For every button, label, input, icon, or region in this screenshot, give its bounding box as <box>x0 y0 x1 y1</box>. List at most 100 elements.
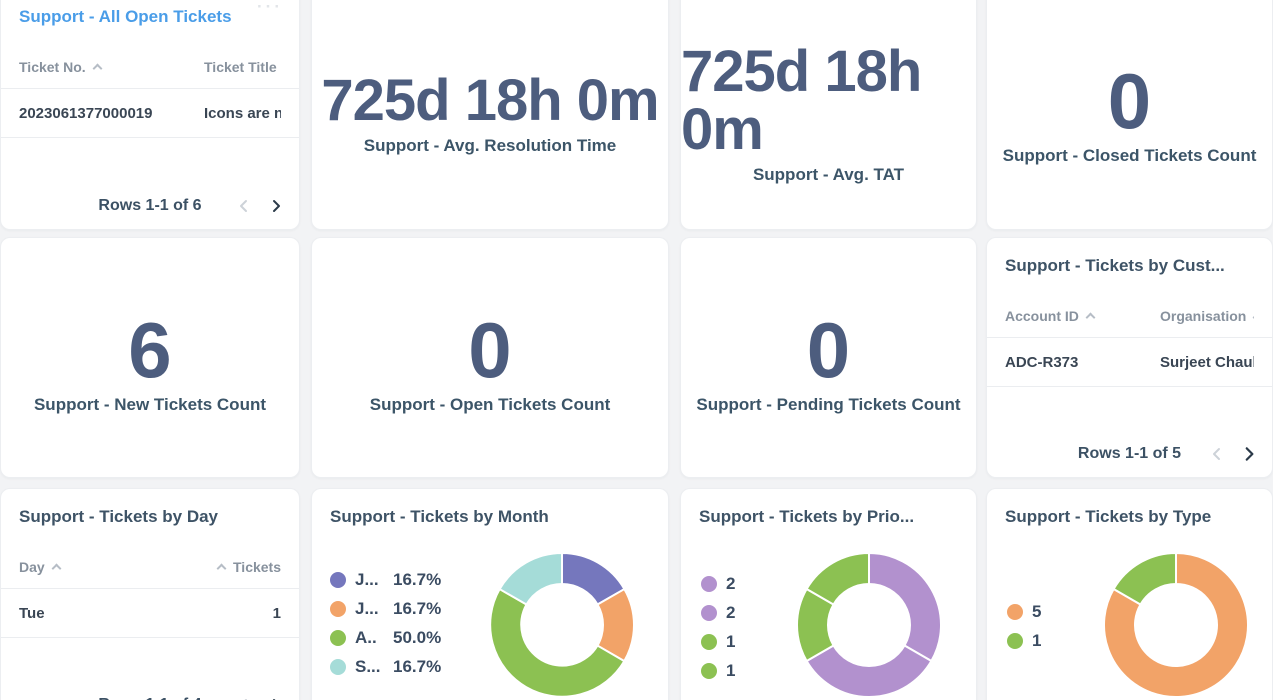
pagination-status: Rows 1-1 of 6 <box>98 197 202 214</box>
divider <box>1 88 299 89</box>
pagination-bar: Rows 1-1 of 4 <box>1 682 299 700</box>
card-new-tickets-count: 6 Support - New Tickets Count <box>0 237 300 478</box>
divider <box>1 137 299 138</box>
cell-tickets: 1 <box>272 604 281 622</box>
card-tickets-by-day: Support - Tickets by Day Day Tickets Tue… <box>0 488 300 700</box>
legend-item[interactable]: 1 <box>701 627 735 656</box>
legend-dot <box>701 575 717 592</box>
cell-account-id: ADC-R373 <box>1005 353 1079 371</box>
legend-dot <box>330 658 346 675</box>
card-title-tickets-by-type: Support - Tickets by Type <box>1005 507 1212 526</box>
prev-page-button[interactable] <box>1208 445 1226 463</box>
column-header-day[interactable]: Day <box>19 559 62 575</box>
metric-label: Support - Avg. TAT <box>752 165 905 184</box>
column-header-ticket-no[interactable]: Ticket No. <box>19 59 204 75</box>
card-pending-tickets-count: 0 Support - Pending Tickets Count <box>680 237 977 478</box>
metric-label: Support - New Tickets Count <box>33 394 267 414</box>
donut-chart-tickets-by-month[interactable] <box>482 545 642 700</box>
chart-legend: 2 2 1 1 <box>701 569 735 685</box>
divider <box>987 386 1272 387</box>
metric-value: 0 <box>1107 57 1152 145</box>
legend-item[interactable]: 2 <box>701 598 735 627</box>
cell-day: Tue <box>19 604 45 622</box>
legend-dot <box>1007 603 1023 620</box>
column-header-account-id[interactable]: Account ID <box>1005 308 1160 324</box>
card-title-tickets-by-customer: Support - Tickets by Cust... <box>1005 256 1225 275</box>
column-header-ticket-title[interactable]: Ticket Title <box>204 59 281 75</box>
table-header-row: Day Tickets <box>1 546 299 588</box>
metric-label: Support - Open Tickets Count <box>369 394 611 414</box>
donut-chart-tickets-by-type[interactable] <box>1096 545 1256 700</box>
legend-dot <box>330 629 346 646</box>
card-all-open-tickets: Support - All Open Tickets ··· Ticket No… <box>0 0 300 230</box>
next-page-button[interactable] <box>267 696 285 700</box>
metric-label: Support - Avg. Resolution Time <box>363 136 617 155</box>
ellipsis-menu-icon[interactable]: ··· <box>257 0 283 16</box>
cell-organisation: Surjeet Chauhan <box>1160 353 1254 371</box>
metric-label: Support - Closed Tickets Count <box>1002 146 1257 165</box>
card-tickets-by-customer: Support - Tickets by Cust... Account ID … <box>986 237 1273 478</box>
card-tickets-by-priority: Support - Tickets by Prio... 2 2 1 1 <box>680 488 977 700</box>
card-title-tickets-by-priority: Support - Tickets by Prio... <box>699 507 915 526</box>
table-header-row: Account ID Organisation <box>987 295 1272 337</box>
pagination-status: Rows 1-1 of 5 <box>1077 445 1182 462</box>
card-avg-resolution-time: 725d 18h 0m Support - Avg. Resolution Ti… <box>311 0 669 230</box>
card-avg-tat: 725d 18h 0m Support - Avg. TAT <box>680 0 977 230</box>
prev-page-button[interactable] <box>235 696 253 700</box>
card-closed-tickets-count: 0 Support - Closed Tickets Count <box>986 0 1273 230</box>
legend-item[interactable]: 1 <box>701 656 735 685</box>
prev-page-button[interactable] <box>235 197 253 215</box>
metric-label: Support - Pending Tickets Count <box>696 394 961 414</box>
table-row[interactable]: 2023061377000019 Icons are not <box>1 89 299 137</box>
donut-slice[interactable] <box>868 552 942 662</box>
metric-value: 0 <box>468 305 512 394</box>
donut-chart-tickets-by-priority[interactable] <box>789 545 949 700</box>
donut-slice[interactable] <box>1103 552 1249 698</box>
card-tickets-by-month: Support - Tickets by Month J... 16.7% J.… <box>311 488 669 700</box>
column-header-tickets[interactable]: Tickets <box>216 559 281 575</box>
metric-value: 725d 18h 0m <box>321 68 659 133</box>
donut-slice[interactable] <box>1112 552 1177 606</box>
legend-dot <box>701 633 717 650</box>
sort-caret-icon <box>1252 312 1254 323</box>
legend-item[interactable]: 2 <box>701 569 735 598</box>
sort-caret-icon <box>92 63 103 74</box>
donut-slice[interactable] <box>498 552 563 606</box>
next-page-button[interactable] <box>267 197 285 215</box>
card-title-all-open-tickets[interactable]: Support - All Open Tickets <box>19 7 232 26</box>
donut-slice[interactable] <box>489 588 626 698</box>
next-page-button[interactable] <box>1240 445 1258 463</box>
legend-item[interactable]: J... 16.7% <box>330 565 441 594</box>
chart-legend: 5 1 <box>1007 597 1041 655</box>
cell-ticket-title: Icons are not <box>204 104 281 122</box>
table-row[interactable]: Tue 1 <box>1 589 299 637</box>
pagination-status: Rows 1-1 of 4 <box>98 696 201 700</box>
card-title-tickets-by-day: Support - Tickets by Day <box>19 507 219 526</box>
legend-item[interactable]: 5 <box>1007 597 1041 626</box>
chart-legend: J... 16.7% J... 16.7% A.. 50.0% S... 16.… <box>330 565 441 681</box>
metric-value: 0 <box>806 305 851 394</box>
legend-dot <box>701 662 717 679</box>
legend-item[interactable]: J... 16.7% <box>330 594 441 623</box>
donut-slice[interactable] <box>805 644 933 698</box>
legend-item[interactable]: S... 16.7% <box>330 652 441 681</box>
sort-caret-icon <box>216 563 227 573</box>
legend-dot <box>330 600 346 617</box>
cell-ticket-no: 2023061377000019 <box>19 104 153 122</box>
sort-caret-icon <box>51 563 62 574</box>
table-header-row: Ticket No. Ticket Title <box>1 46 299 88</box>
legend-dot <box>330 571 346 588</box>
table-row[interactable]: ADC-R373 Surjeet Chauhan <box>987 338 1272 386</box>
sort-caret-icon <box>1085 312 1096 323</box>
column-header-organisation[interactable]: Organisation <box>1160 308 1254 324</box>
metric-value: 6 <box>128 305 172 394</box>
divider <box>987 337 1272 338</box>
legend-item[interactable]: A.. 50.0% <box>330 623 441 652</box>
divider <box>1 588 299 589</box>
pagination-bar: Rows 1-1 of 6 <box>1 183 299 229</box>
divider <box>1 637 299 638</box>
legend-item[interactable]: 1 <box>1007 626 1041 655</box>
legend-dot <box>701 604 717 621</box>
donut-slice[interactable] <box>805 552 870 606</box>
